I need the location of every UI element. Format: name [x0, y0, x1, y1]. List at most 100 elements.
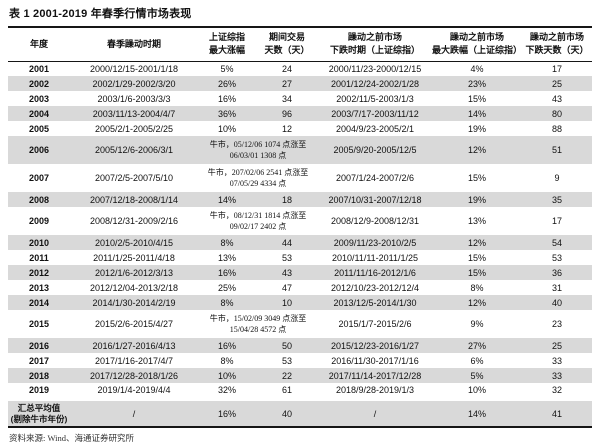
cell-max-decline: 23%: [467, 78, 486, 89]
table-row: 2008 2007/12/18-2008/1/14 14% 18 2007/10/31-…: [8, 192, 592, 207]
cell-decline-days: 9: [554, 173, 560, 183]
header-year: 年度: [8, 27, 70, 62]
cell-decline-period: 2015/1/7-2015/2/6: [338, 319, 412, 329]
cell-decline-period: 2015/12/23-2016/1/27: [330, 340, 420, 351]
cell-max-gain: 16%: [217, 340, 236, 351]
cell-decline-period: 2011/11/16-2012/1/6: [334, 267, 416, 278]
cell-period: 2011/1/25-2011/4/18: [93, 252, 175, 263]
cell-year: 2001: [28, 63, 50, 74]
cell-decline-period: 2018/9/28-2019/1/3: [335, 385, 415, 395]
cell-max-decline: 15%: [467, 252, 486, 263]
cell-trading-days: 53: [281, 355, 292, 366]
cell-bull-market-note: 牛市，15/02/09 3049 点涨至 15/04/28 4572 点: [209, 314, 307, 334]
cell-decline-days: 40: [551, 297, 562, 308]
cell-max-decline: 14%: [467, 108, 486, 119]
cell-period: 2017/12/28-2018/1/26: [89, 370, 179, 381]
cell-year: 2018: [28, 370, 50, 381]
cell-max-gain: 25%: [217, 282, 236, 293]
table-row: 2002 2002/1/29-2002/3/20 26% 27 2001/12/24-2…: [8, 76, 592, 91]
table-row: 2010 2010/2/5-2010/4/15 8% 44 2009/11/23-201…: [8, 235, 592, 250]
header-decline-days: 躁动之前市场 下跌天数（天）: [522, 27, 592, 62]
cell-decline-days: 43: [551, 93, 562, 104]
cell-max-decline: 15%: [467, 267, 486, 278]
cell-bull-market-note: 牛市，207/02/06 2541 点涨至 07/05/29 4334 点: [207, 168, 309, 188]
cell-period: 2019/1/4-2019/4/4: [97, 385, 171, 395]
cell-year: 2011: [29, 252, 49, 263]
cell-year: 2017: [28, 355, 50, 366]
header-max-gain: 上证综指 最大涨幅: [198, 27, 256, 62]
cell-year: 2012: [28, 267, 50, 278]
cell-max-gain: 16%: [217, 93, 236, 104]
cell-decline-period: 2004/9/23-2005/2/1: [335, 123, 415, 134]
table-header: 年度 春季躁动时期 上证综指 最大涨幅 期间交易 天数（天） 躁动之前市场 下跌时期（…: [8, 27, 592, 62]
cell-decline-days: 31: [551, 282, 562, 293]
cell-decline-period: 2007/10/31-2007/12/18: [328, 194, 422, 205]
cell-period: 2003/11/13-2004/4/7: [92, 108, 176, 119]
cell-year: 2016: [28, 340, 50, 351]
cell-year: 2009: [28, 216, 50, 226]
cell-max-decline: 27%: [467, 340, 486, 351]
cell-decline-period: 2000/11/23-2000/12/15: [328, 63, 422, 74]
table-body: 2001 2000/12/15-2001/1/18 5% 24 2000/11/23-2…: [8, 61, 592, 399]
cell-trading-days: 96: [281, 108, 292, 119]
cell-year: 2007: [28, 173, 50, 183]
cell-trading-days: 47: [281, 282, 292, 293]
cell-trading-days: 61: [281, 385, 292, 395]
cell-max-gain: 8%: [220, 355, 234, 366]
table-row: 2009 2008/12/31-2009/2/16 牛市，08/12/31 1814…: [8, 207, 592, 235]
cell-year: 2014: [28, 297, 50, 308]
cell-decline-period: 2009/11/23-2010/2/5: [333, 237, 417, 248]
cell-max-gain: 14%: [217, 194, 236, 205]
table-row: 2001 2000/12/15-2001/1/18 5% 24 2000/11/23-2…: [8, 61, 592, 76]
table-row: 2003 2003/1/6-2003/3/3 16% 34 2002/11/5-2003…: [8, 91, 592, 106]
cell-year: 2006: [28, 145, 50, 155]
cell-period: 2008/12/31-2009/2/16: [89, 216, 179, 226]
table-row: 2015 2015/2/6-2015/4/27 牛市，15/02/09 3049 点…: [8, 310, 592, 338]
cell-decline-period: 2016/11/30-2017/1/16: [331, 355, 419, 366]
cell-trading-days: 44: [281, 237, 292, 248]
table-row: 2019 2019/1/4-2019/4/4 32% 61 2018/9/28-2019…: [8, 383, 592, 399]
cell-decline-days: 25: [551, 78, 562, 89]
cell-decline-period: 2005/9/20-2005/12/5: [333, 145, 417, 155]
summary-section: 汇总平均值 (剔除牛市年份) / 16% 40 / 14% 41: [8, 397, 592, 427]
spring-market-table: 年度 春季躁动时期 上证综指 最大涨幅 期间交易 天数（天） 躁动之前市场 下跌时期（…: [8, 26, 592, 428]
cell-period: 2016/1/27-2016/4/13: [92, 340, 176, 351]
header-max-decline: 躁动之前市场 最大跌幅（上证综指）: [432, 27, 522, 62]
cell-decline-period: 2013/12/5-2014/1/30: [333, 297, 417, 308]
header-decline-period: 躁动之前市场 下跌时期（上证综指）: [318, 27, 432, 62]
cell-decline-days: 54: [551, 237, 562, 248]
table-row: 2018 2017/12/28-2018/1/26 10% 22 2017/11/14-…: [8, 368, 592, 383]
cell-trading-days: 10: [281, 297, 292, 308]
cell-decline-period: 2002/11/5-2003/1/3: [336, 93, 414, 104]
cell-decline-days: 53: [551, 252, 562, 263]
header-trading-days: 期间交易 天数（天）: [256, 27, 318, 62]
cell-trading-days: 18: [281, 194, 292, 205]
cell-max-gain: 36%: [217, 108, 236, 119]
cell-max-decline: 15%: [467, 93, 486, 104]
cell-max-decline: 13%: [467, 216, 486, 226]
header-period: 春季躁动时期: [70, 27, 198, 62]
summary-period: /: [70, 397, 198, 427]
cell-year: 2013: [28, 282, 50, 293]
cell-trading-days: 22: [281, 370, 292, 381]
cell-year: 2015: [28, 319, 50, 329]
cell-max-gain: 8%: [220, 297, 234, 308]
cell-year: 2005: [28, 123, 50, 134]
cell-period: 2015/2/6-2015/4/27: [94, 319, 174, 329]
table-row: 2012 2012/1/6-2012/3/13 16% 43 2011/11/16-20…: [8, 265, 592, 280]
cell-period: 2007/12/18-2008/1/14: [89, 194, 179, 205]
cell-decline-days: 32: [551, 385, 562, 395]
cell-period: 2014/1/30-2014/2/19: [92, 297, 176, 308]
summary-decline-days: 41: [522, 397, 592, 427]
cell-decline-days: 36: [551, 267, 562, 278]
summary-decline-period: /: [318, 397, 432, 427]
cell-max-gain: 26%: [217, 78, 236, 89]
cell-trading-days: 43: [281, 267, 292, 278]
cell-decline-days: 33: [551, 370, 562, 381]
table-row: 2005 2005/2/1-2005/2/25 10% 12 2004/9/23-200…: [8, 121, 592, 136]
cell-max-decline: 12%: [467, 237, 486, 248]
cell-trading-days: 12: [281, 123, 292, 134]
table-row: 2017 2017/1/16-2017/4/7 8% 53 2016/11/30-201…: [8, 353, 592, 368]
summary-days: 40: [256, 397, 318, 427]
cell-decline-period: 2007/1/24-2007/2/6: [335, 173, 415, 183]
